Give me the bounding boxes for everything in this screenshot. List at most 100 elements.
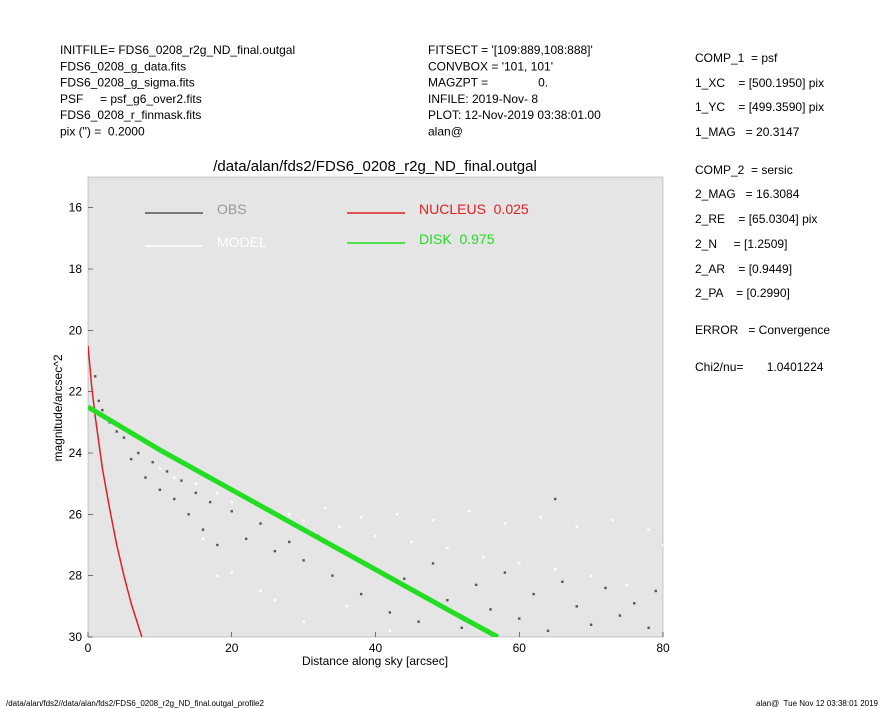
data-point xyxy=(474,583,478,587)
data-point xyxy=(273,549,277,553)
footer-left: /data/alan/fds2//data/alan/fds2/FDS6_020… xyxy=(6,699,265,708)
data-point xyxy=(403,577,406,580)
data-point xyxy=(331,574,334,577)
profile-line xyxy=(88,404,499,637)
data-point xyxy=(359,592,363,596)
y-axis-label: magnitude/arcsec^2 xyxy=(51,354,65,461)
header-left-line: pix (") = 0.2000 xyxy=(60,125,145,139)
header-right-line: 2_PA = [0.2990] xyxy=(695,286,790,300)
data-point xyxy=(410,540,413,544)
data-point xyxy=(417,620,420,623)
header-right-line: 1_XC = [500.1950] pix xyxy=(695,76,824,90)
data-point xyxy=(122,436,126,439)
data-point xyxy=(187,513,190,516)
legend-label: OBS xyxy=(217,201,247,217)
data-point xyxy=(230,510,233,513)
data-point xyxy=(589,623,593,626)
legend-label: MODEL xyxy=(217,234,267,250)
data-point xyxy=(467,510,471,513)
header-right-line: 2_RE = [65.0304] pix xyxy=(695,212,817,226)
data-point xyxy=(460,626,463,629)
data-point xyxy=(97,399,100,403)
chart-title: /data/alan/fds2/FDS6_0208_r2g_ND_final.o… xyxy=(213,158,537,175)
data-point xyxy=(165,470,169,473)
header-left-line: INITFILE= FDS6_0208_r2g_ND_final.outgal xyxy=(60,43,295,57)
header-middle-line: INFILE: 2019-Nov- 8 xyxy=(428,92,538,106)
data-point xyxy=(115,430,118,433)
header-middle-line: CONVBOX = '101, 101' xyxy=(428,59,553,73)
data-point xyxy=(302,620,305,623)
data-point xyxy=(144,476,147,479)
data-point xyxy=(518,617,521,620)
data-point xyxy=(633,602,636,605)
data-point xyxy=(101,408,104,412)
x-tick-label: 80 xyxy=(656,641,670,655)
data-point xyxy=(503,522,507,525)
y-tick-label: 22 xyxy=(69,385,83,399)
header-right-line: 2_MAG = 16.3084 xyxy=(695,187,800,201)
data-point xyxy=(654,589,658,593)
header-right-line: 2_AR = [0.9449] xyxy=(695,262,792,276)
x-tick-label: 20 xyxy=(225,641,239,655)
data-point xyxy=(575,605,578,608)
data-point xyxy=(216,491,219,495)
data-point xyxy=(647,528,650,531)
data-point xyxy=(244,537,248,541)
data-point xyxy=(546,629,550,633)
data-point xyxy=(302,519,305,522)
data-point xyxy=(194,491,198,495)
data-point xyxy=(553,497,557,501)
header-left-line: PSF = psf_g6_over2.fits xyxy=(60,92,202,106)
data-point xyxy=(259,522,262,525)
footer-right: alan@ Tue Nov 12 03:38:01 2019 xyxy=(756,699,879,708)
data-point xyxy=(288,513,291,516)
data-point xyxy=(323,507,327,510)
header-middle-line: FITSECT = '[109:889,108:888]' xyxy=(428,43,593,57)
data-point xyxy=(575,525,578,528)
data-point xyxy=(604,586,607,590)
data-point xyxy=(374,534,377,537)
data-point xyxy=(158,488,162,491)
x-axis-label: Distance along sky [arcsec] xyxy=(302,654,448,668)
data-point xyxy=(395,513,399,516)
data-point xyxy=(482,556,485,559)
data-point xyxy=(230,500,233,504)
data-point xyxy=(611,519,614,522)
data-point xyxy=(288,540,291,544)
data-point xyxy=(173,497,176,501)
header-middle-line: MAGZPT = 0. xyxy=(428,76,548,90)
y-tick-label: 30 xyxy=(69,630,83,644)
data-point xyxy=(259,589,262,593)
data-point xyxy=(561,580,564,583)
data-point xyxy=(518,562,521,565)
data-point xyxy=(661,543,663,547)
x-tick-label: 60 xyxy=(513,641,527,655)
y-tick-label: 26 xyxy=(69,507,83,521)
header-right-line: COMP_2 = sersic xyxy=(695,163,793,177)
data-point xyxy=(180,479,183,482)
data-point xyxy=(216,543,219,547)
data-point xyxy=(158,467,162,470)
data-point xyxy=(489,608,492,611)
data-point xyxy=(388,629,392,633)
data-point xyxy=(129,457,133,461)
y-tick-label: 18 xyxy=(69,262,83,276)
header-right-line: 1_YC = [499.3590] pix xyxy=(695,100,824,114)
y-tick-label: 28 xyxy=(69,569,83,583)
plot-background xyxy=(87,176,664,638)
legend-label: DISK 0.975 xyxy=(419,231,495,247)
header-left-line: FDS6_0208_g_data.fits xyxy=(60,59,186,73)
data-point xyxy=(532,592,535,596)
data-point xyxy=(338,525,341,528)
data-point xyxy=(625,583,629,587)
data-point xyxy=(93,375,97,378)
header-left-line: FDS6_0208_g_sigma.fits xyxy=(60,76,195,90)
header-right-line: Chi2/nu= 1.0401224 xyxy=(695,360,824,374)
data-point xyxy=(273,599,277,602)
header-middle-line: alan@ xyxy=(428,125,463,139)
plot-area xyxy=(88,345,663,637)
header-middle-line: PLOT: 12-Nov-2019 03:38:01.00 xyxy=(428,108,601,122)
data-point xyxy=(201,528,205,531)
data-point xyxy=(208,500,212,504)
